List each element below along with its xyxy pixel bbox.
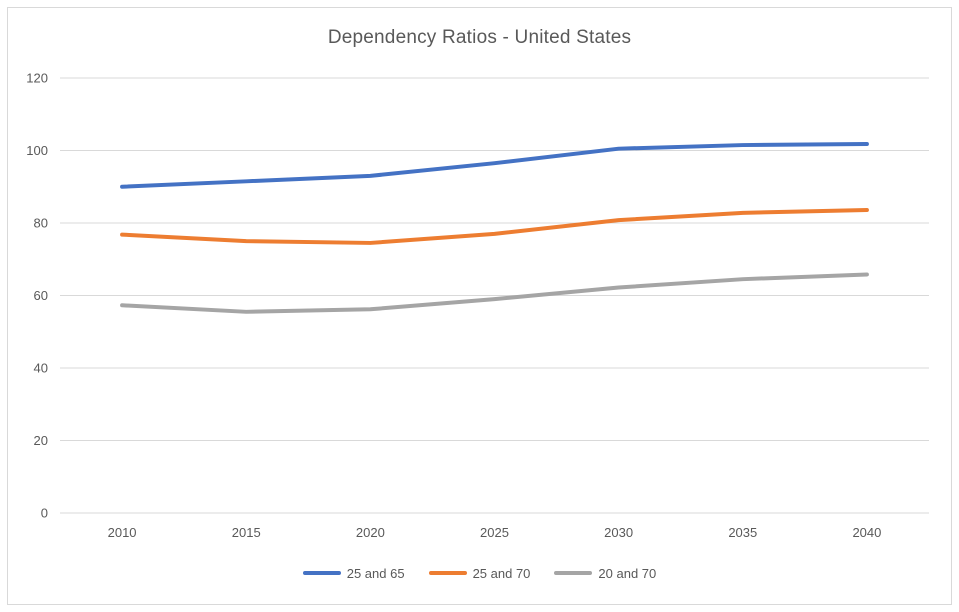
series-line-20-and-70: [120, 272, 869, 314]
legend-swatch-icon: [428, 571, 467, 575]
legend-item-20-and-70: 20 and 70: [554, 566, 656, 581]
legend-item-25-and-65: 25 and 65: [302, 565, 405, 581]
y-tick-label: 120: [26, 71, 48, 86]
y-tick-label: 0: [41, 506, 48, 521]
legend-label: 25 and 70: [472, 565, 531, 581]
legend-label: 25 and 65: [346, 565, 405, 581]
legend: 25 and 65 25 and 70 20 and 70: [0, 562, 959, 584]
series-line-25-and-65: [120, 141, 869, 189]
x-tick-label: 2030: [604, 525, 633, 540]
x-tick-label: 2015: [232, 525, 261, 540]
y-tick-label: 100: [26, 143, 48, 158]
y-tick-label: 60: [34, 288, 48, 303]
legend-label: 20 and 70: [598, 565, 657, 581]
y-tick-label: 40: [34, 361, 48, 376]
y-tick-label: 80: [34, 216, 48, 231]
chart-title: Dependency Ratios - United States: [327, 27, 632, 48]
x-tick-label: 2040: [852, 525, 881, 540]
x-tick-label: 2020: [356, 525, 385, 540]
legend-item-25-and-70: 25 and 70: [428, 565, 531, 581]
x-tick-label: 2010: [108, 525, 137, 540]
legend-swatch-icon: [302, 571, 341, 575]
y-tick-label: 20: [34, 433, 48, 448]
x-tick-label: 2035: [728, 525, 757, 540]
legend-swatch-icon: [554, 571, 593, 575]
x-tick-label: 2025: [480, 525, 509, 540]
series-line-25-and-70: [120, 207, 869, 245]
